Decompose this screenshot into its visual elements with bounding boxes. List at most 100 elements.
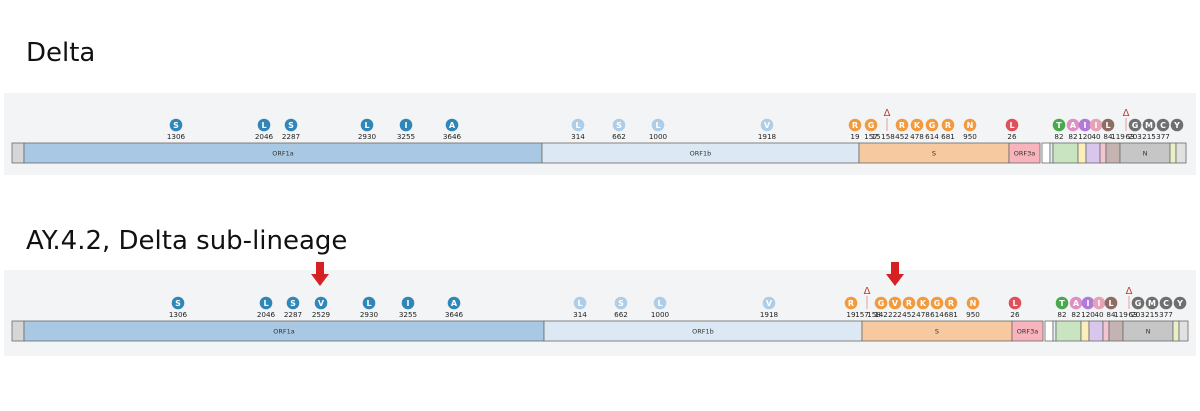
mutation-aa-label: L [575,121,580,130]
mutation-aa-label: V [318,299,325,308]
genome-segment [1172,320,1180,342]
mutation-position-label: 19 [850,132,860,141]
mutation-marker [1156,118,1170,132]
mutation-marker [571,118,585,132]
mutation-aa-label: K [914,121,921,130]
genome-segment [11,320,25,342]
mutation-aa-label: L [1012,299,1017,308]
mutation-marker [1055,296,1069,310]
mutation-aa-label: K [920,299,927,308]
segment-label: ORF3a [1014,150,1036,158]
mutation-aa-label: V [766,299,773,308]
genome-segment [1044,320,1054,342]
genome-segment [1055,320,1082,342]
mutation-marker [966,296,980,310]
mutation-position-label: 2287 [284,310,302,319]
mutation-position-label: 84 [1103,132,1113,141]
genome-segment [1175,142,1187,164]
mutation-aa-label: A [1070,121,1077,130]
mutation-marker [1173,296,1187,310]
mutation-aa-label: N [970,299,977,308]
segment-label: N [1146,328,1151,336]
genome-segment [1178,320,1189,342]
mutation-position-label: 215 [1142,132,1156,141]
segment-label: ORF1a [272,150,294,158]
mutation-aa-label: T [1059,299,1065,308]
segment-label: ORF3a [1017,328,1039,336]
mutation-position-label: 203 [1131,310,1145,319]
segment-label: ORF1a [273,328,295,336]
mutation-position-label: 82 [1068,132,1077,141]
mutation-aa-label: S [616,121,622,130]
mutation-position-label: 2930 [360,310,379,319]
mutation-position-label: 26 [1010,310,1020,319]
mutation-aa-label: I [1095,121,1098,130]
mutation-position-label: 662 [614,310,628,319]
mutation-marker [401,296,415,310]
genome-segment [1041,142,1051,164]
mutation-position-label: 82 [1071,310,1080,319]
mutation-aa-label: L [1105,121,1110,130]
mutation-marker [1104,296,1118,310]
red-arrow-icon [311,262,329,286]
mutation-aa-label: R [848,299,854,308]
panel-background [4,270,1196,356]
mutation-aa-label: I [1098,299,1101,308]
mutation-aa-label: L [1009,121,1014,130]
mutation-position-label: 681 [941,132,955,141]
genome-segment [1052,320,1057,342]
mutation-position-label: 119 [1111,132,1125,141]
mutation-marker [844,296,858,310]
mutation-position-label: 377 [1156,132,1170,141]
mutation-aa-label: I [1087,299,1090,308]
mutation-position-label: 452 [902,310,916,319]
mutation-marker [399,118,413,132]
mutation-aa-label: L [364,121,369,130]
mutation-marker [171,296,185,310]
mutation-marker [1078,118,1092,132]
mutation-position-label: 15 [871,132,880,141]
mutation-position-label: 478 [910,132,924,141]
mutation-marker [760,118,774,132]
mutation-marker [1089,118,1103,132]
genome-segment [11,142,25,164]
mutation-aa-label: V [764,121,771,130]
mutation-aa-label: L [366,299,371,308]
genome-panel-ay42: ORF1a ORF1b S ORF3a N S 1306 L 2046 S 2287 V 2529 L 29… [0,256,1200,356]
mutation-aa-label: C [1163,299,1169,308]
mutation-marker [445,118,459,132]
mutation-position-label: 82 [1057,310,1066,319]
mutation-aa-label: N [967,121,974,130]
mutation-marker [930,296,944,310]
mutation-marker [360,118,374,132]
mutation-aa-label: L [261,121,266,130]
mutation-position-label: 82 [1054,132,1063,141]
genome-segment [1080,320,1090,342]
mutation-marker [257,118,271,132]
mutation-marker [314,296,328,310]
mutation-marker [614,296,628,310]
mutation-position-label: 2287 [282,132,300,141]
mutation-aa-label: L [1108,299,1113,308]
genome-segment [1049,142,1054,164]
mutation-position-label: 377 [1159,310,1173,319]
mutation-aa-label: L [577,299,582,308]
mutation-position-label: 2529 [312,310,331,319]
mutation-position-label: 157 [864,132,878,141]
mutation-marker [1142,118,1156,132]
mutation-marker [284,118,298,132]
deletion-symbol: Δ [1126,286,1133,297]
mutation-aa-label: R [906,299,912,308]
mutation-position-label: 1918 [758,132,777,141]
mutation-aa-label: G [868,121,875,130]
mutation-marker [259,296,273,310]
mutation-aa-label: G [1135,299,1142,308]
mutation-position-label: 19 [846,310,856,319]
mutation-aa-label: A [1073,299,1080,308]
mutation-position-label: 314 [571,132,585,141]
mutation-position-label: 158 [867,310,881,319]
mutation-position-label: 119 [1114,310,1128,319]
genome-segment-orf3a [1008,142,1041,164]
genome-segment-orf3a [1011,320,1044,342]
mutation-marker [963,118,977,132]
